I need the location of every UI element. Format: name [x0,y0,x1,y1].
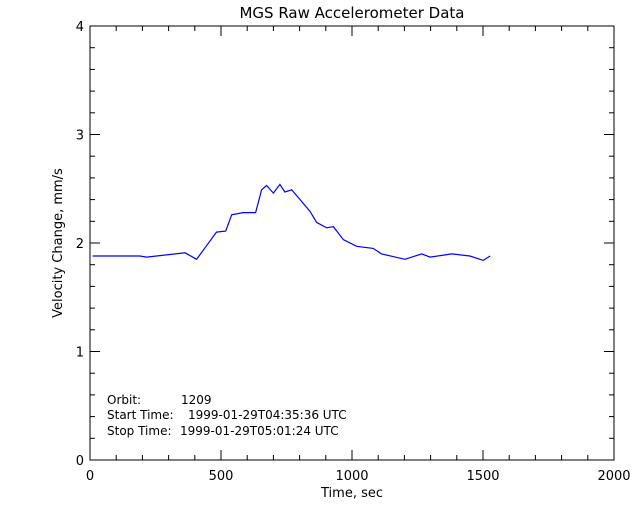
start-time-value: 1999-01-29T04:35:36 UTC [188,408,347,422]
plot-frame [89,25,615,461]
y-tick-labels: 0 1 2 3 4 [76,20,84,469]
x-tick-label: 500 [209,469,234,484]
y-tick-label: 4 [76,20,84,35]
x-tick-label: 1500 [466,469,499,484]
y-tick-label: 2 [76,237,84,252]
orbit-value: 1209 [181,393,212,407]
x-tick-label: 1000 [335,469,368,484]
x-tick-labels: 0 500 1000 1500 2000 [86,469,631,484]
x-axis-label: Time, sec [320,486,383,501]
stop-time-value: 1999-01-29T05:01:24 UTC [180,424,339,438]
orbit-label: Orbit: [107,393,141,407]
x-tick-label: 0 [86,469,94,484]
x-tick-label: 2000 [597,469,630,484]
stop-time-label: Stop Time: [107,424,172,438]
y-tick-label: 0 [76,454,84,469]
series-line [92,183,491,262]
chart-title: MGS Raw Accelerometer Data [239,4,464,22]
y-tick-label: 3 [76,129,84,144]
y-axis-label: Velocity Change, mm/s [51,168,66,318]
axis-ticks [89,25,615,461]
y-tick-label: 1 [76,346,84,361]
start-time-label: Start Time: [107,408,174,422]
orbit-info: Orbit: 1209 Start Time: 1999-01-29T04:35… [107,393,347,438]
